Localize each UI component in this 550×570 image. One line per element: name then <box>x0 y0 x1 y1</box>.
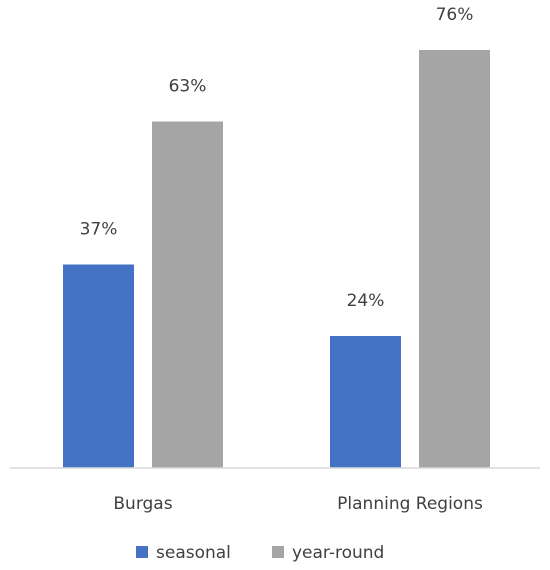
legend: seasonal year-round <box>136 543 384 563</box>
bars-group <box>63 50 490 468</box>
legend-swatch-year-round <box>272 546 284 558</box>
bar-year-round-planning-regions <box>419 50 490 468</box>
data-label-year-round-planning-regions: 76% <box>436 5 474 25</box>
bar-seasonal-burgas <box>63 264 134 468</box>
data-labels-group: 37% 63% 24% 76% <box>80 5 474 311</box>
legend-label-seasonal: seasonal <box>156 543 231 563</box>
bar-year-round-burgas <box>152 121 223 468</box>
legend-label-year-round: year-round <box>292 543 384 563</box>
legend-swatch-seasonal <box>136 546 148 558</box>
data-label-year-round-burgas: 63% <box>169 77 207 97</box>
bar-seasonal-planning-regions <box>330 336 401 468</box>
category-label-planning-regions: Planning Regions <box>337 494 483 514</box>
category-label-burgas: Burgas <box>113 494 172 514</box>
data-label-seasonal-planning-regions: 24% <box>347 291 385 311</box>
category-labels-group: Burgas Planning Regions <box>113 494 483 514</box>
data-label-seasonal-burgas: 37% <box>80 220 118 240</box>
